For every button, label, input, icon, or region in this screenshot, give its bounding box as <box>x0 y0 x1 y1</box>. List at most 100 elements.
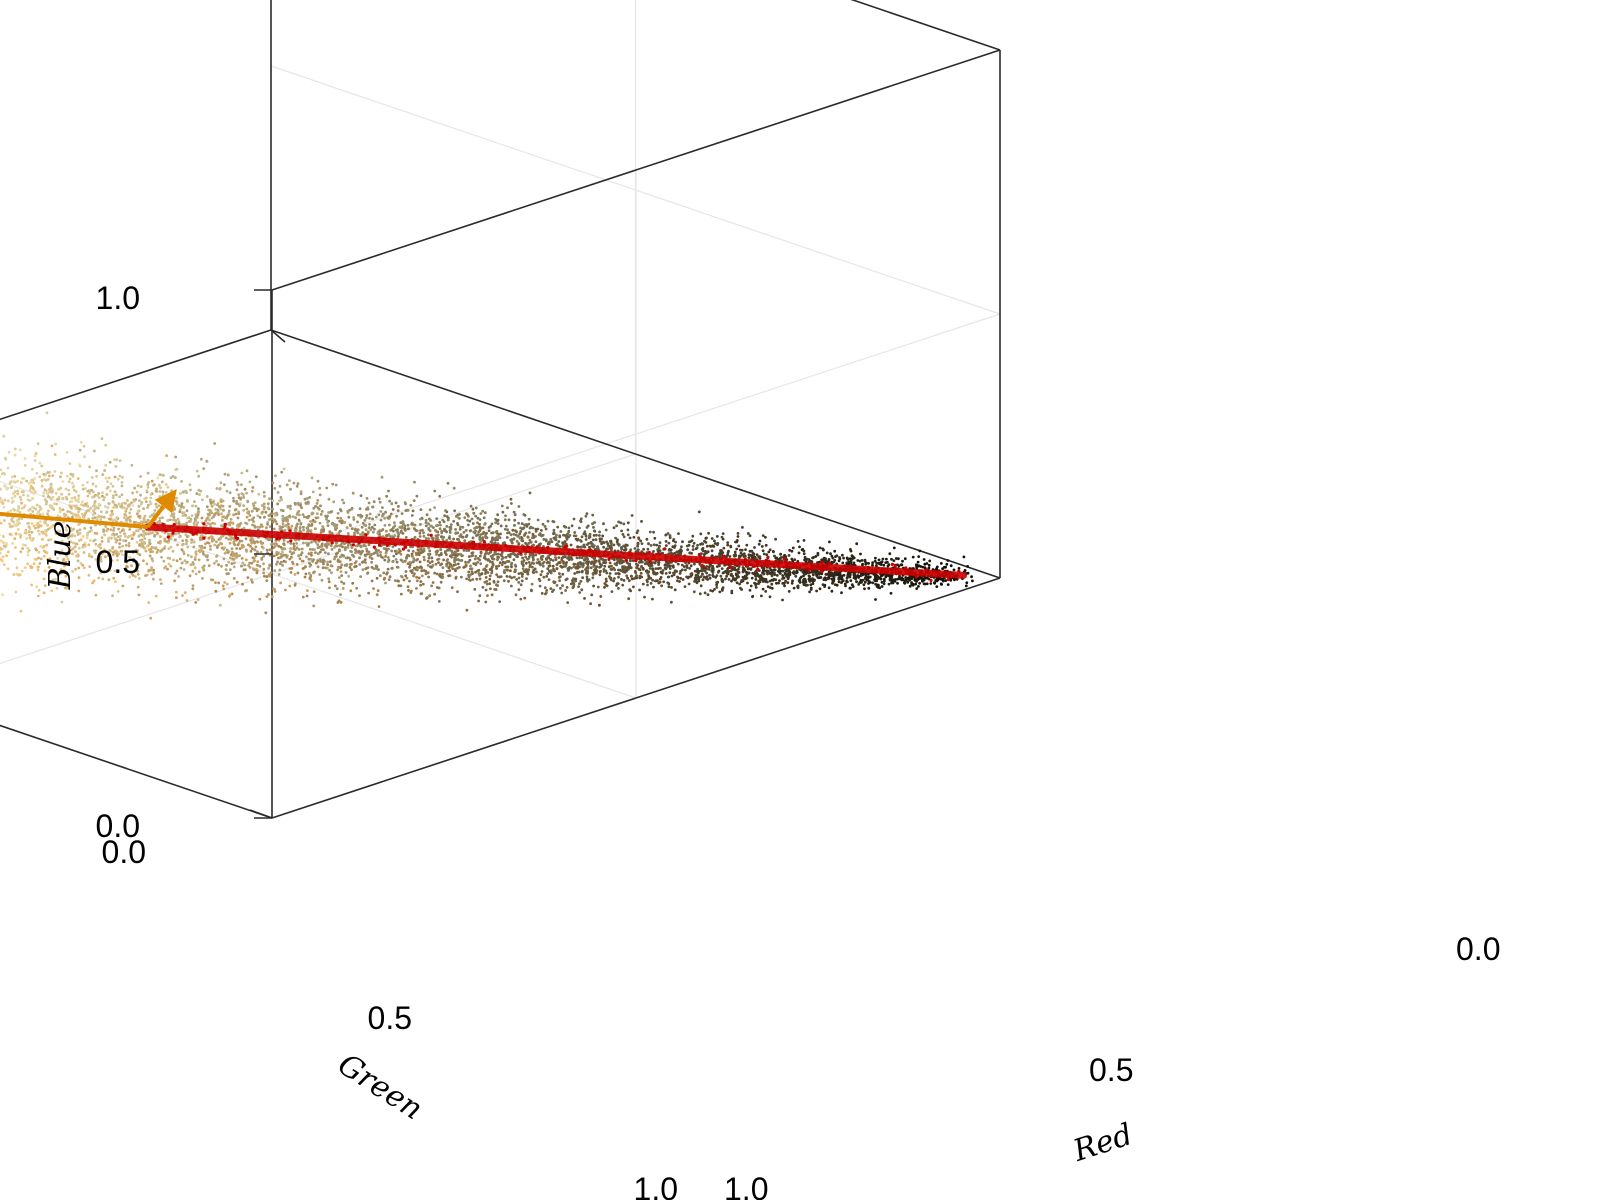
data-point-3606 <box>318 493 322 497</box>
data-point-3047 <box>413 527 416 530</box>
data-point-3134 <box>397 551 401 554</box>
data-point-4726 <box>148 554 152 558</box>
data-point-4810 <box>137 515 141 518</box>
data-point-825 <box>781 598 784 602</box>
data-point-3624 <box>315 512 319 515</box>
data-point-4357 <box>205 459 209 463</box>
data-point-2061 <box>564 578 568 582</box>
data-point-4181 <box>231 557 235 561</box>
data-point-2925 <box>434 562 438 566</box>
data-point-4749 <box>145 562 149 566</box>
data-point-4204 <box>227 594 231 598</box>
data-point-3573 <box>324 566 327 570</box>
data-point-376 <box>863 577 867 580</box>
data-point-2291 <box>527 517 531 521</box>
data-point-4041 <box>251 486 255 489</box>
data-point-4479 <box>185 599 189 602</box>
data-point-3615 <box>316 479 320 483</box>
data-point-1239 <box>705 544 709 548</box>
data-point-372 <box>864 573 868 577</box>
data-point-4862 <box>128 511 132 515</box>
data-point-769 <box>790 557 794 561</box>
data-point-614 <box>818 546 822 550</box>
data-point-4530 <box>177 504 181 508</box>
data-point-4527 <box>178 510 182 514</box>
data-point-2784 <box>454 532 458 535</box>
data-point-1623 <box>629 574 633 578</box>
data-point-2146 <box>552 567 555 571</box>
data-point-2616 <box>481 509 485 513</box>
data-point-4251 <box>221 584 225 588</box>
data-point-3765 <box>294 526 298 530</box>
data-point-4768 <box>142 517 146 520</box>
data-point-585 <box>824 573 828 576</box>
data-point-3089 <box>406 585 410 589</box>
data-point-762 <box>791 546 795 550</box>
data-point-2704 <box>468 519 472 523</box>
data-point-3878 <box>277 556 280 560</box>
data-point-2716 <box>466 523 470 527</box>
data-point-4855 <box>129 507 133 511</box>
data-point-2723 <box>465 549 468 552</box>
data-point-338 <box>873 559 877 563</box>
data-point-4692 <box>153 509 157 512</box>
data-point-4139 <box>236 543 240 547</box>
data-point-3629 <box>314 516 318 520</box>
data-point-1607 <box>635 562 638 566</box>
data-point-2528 <box>492 579 496 583</box>
data-point-1634 <box>628 588 632 592</box>
data-point-4850 <box>130 463 134 467</box>
data-point-4147 <box>235 480 239 484</box>
data-point-4941 <box>116 558 119 562</box>
data-point-2769 <box>456 522 459 525</box>
data-point-656 <box>811 577 814 580</box>
data-point-4632 <box>161 490 165 494</box>
data-point-2119 <box>555 584 559 587</box>
data-point-1556 <box>643 595 646 599</box>
data-point-4949 <box>115 532 118 536</box>
data-point-1565 <box>640 542 644 545</box>
data-point-1837 <box>595 533 598 537</box>
data-point-4809 <box>137 593 141 597</box>
data-point-2972 <box>425 513 429 517</box>
data-point-3778 <box>292 544 296 548</box>
data-point-246 <box>892 559 896 562</box>
data-point-3872 <box>278 499 281 503</box>
data-point-2964 <box>427 575 430 579</box>
data-point-4025 <box>253 524 257 528</box>
data-point-3218 <box>383 524 387 527</box>
data-point-3458 <box>340 553 344 557</box>
data-point-3651 <box>310 476 314 480</box>
data-point-3991 <box>259 523 263 526</box>
data-point-3729 <box>299 553 303 557</box>
data-point-2954 <box>428 549 432 553</box>
data-point-1864 <box>592 564 596 568</box>
data-point-3904 <box>273 518 276 522</box>
data-point-537 <box>833 549 837 553</box>
data-point-1460 <box>661 569 665 572</box>
data-point-1226 <box>708 544 712 548</box>
data-point-3866 <box>278 562 282 566</box>
data-point-4816 <box>136 510 140 513</box>
data-point-1230 <box>707 568 711 571</box>
data-point-3050 <box>412 557 416 561</box>
data-point-360 <box>867 582 870 585</box>
data-point-2850 <box>445 525 449 528</box>
data-point-1811 <box>598 539 602 543</box>
data-point-4777 <box>142 559 145 563</box>
data-point-4273 <box>218 603 222 607</box>
data-point-3174 <box>390 549 393 553</box>
data-point-1895 <box>588 545 591 549</box>
data-point-3298 <box>368 512 372 516</box>
data-point-3026 <box>416 548 420 552</box>
data-point-4698 <box>152 483 156 487</box>
data-point-3472 <box>339 516 342 520</box>
data-point-2750 <box>459 525 462 529</box>
data-point-809 <box>784 568 787 572</box>
data-point-3909 <box>272 546 276 549</box>
data-point-4879 <box>125 507 128 511</box>
data-point-206 <box>903 557 907 561</box>
data-point-2462 <box>501 560 505 564</box>
data-point-3608 <box>318 521 322 525</box>
data-point-2483 <box>497 564 501 568</box>
